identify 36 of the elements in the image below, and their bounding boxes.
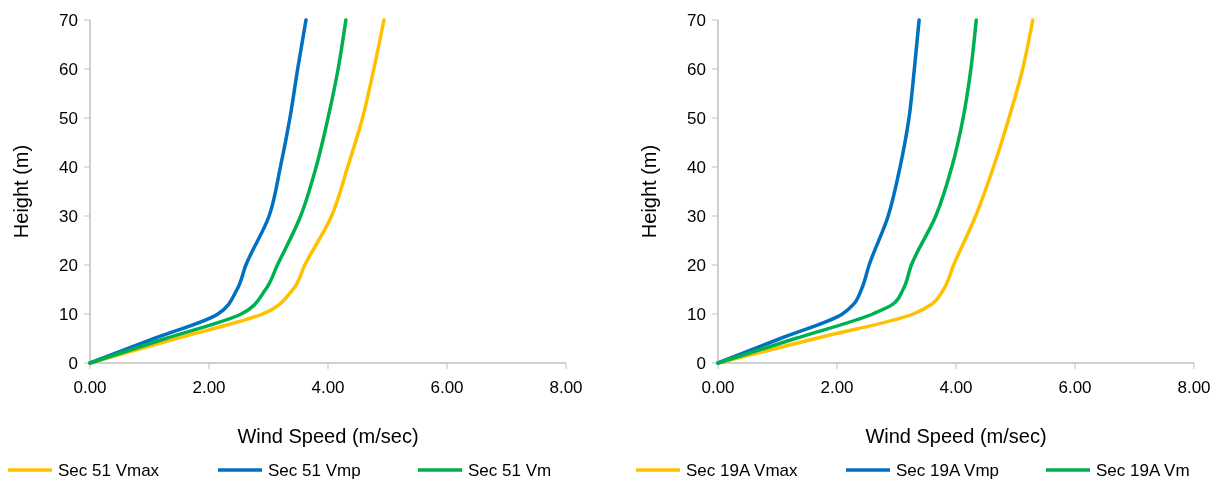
y-tick-label: 0 [696,354,706,373]
y-tick-label: 40 [687,158,706,177]
y-tick-label: 20 [59,256,78,275]
y-tick-label: 60 [687,60,706,79]
y-axis-title: Height (m) [10,144,32,239]
y-tick-label: 20 [687,256,706,275]
legend-label: Sec 51 Vm [468,461,552,480]
x-tick-label: 4.00 [311,378,345,397]
legend-label: Sec 19A Vmp [896,461,1000,480]
y-axis-title: Height (m) [638,144,660,239]
y-tick-label: 10 [687,305,706,324]
x-tick-label: 4.00 [939,378,973,397]
legend-label: Sec 19A Vm [1096,461,1190,480]
y-tick-label: 70 [687,11,706,30]
legend-label: Sec 19A Vmax [686,461,798,480]
x-tick-label: 8.00 [1177,378,1211,397]
x-tick-label: 6.00 [1058,378,1092,397]
y-tick-label: 50 [687,109,706,128]
x-tick-label: 0.00 [701,378,735,397]
y-tick-label: 30 [59,207,78,226]
legend-label: Sec 51 Vmp [268,461,361,480]
y-tick-label: 0 [68,354,78,373]
y-tick-label: 40 [59,158,78,177]
legend-label: Sec 51 Vmax [58,461,160,480]
x-tick-label: 2.00 [820,378,854,397]
y-tick-label: 50 [59,109,78,128]
y-tick-label: 70 [59,11,78,30]
y-tick-label: 60 [59,60,78,79]
y-tick-label: 30 [687,207,706,226]
x-axis-title: Wind Speed (m/sec) [865,425,1047,447]
x-tick-label: 2.00 [192,378,226,397]
x-tick-label: 6.00 [430,378,464,397]
x-axis-title: Wind Speed (m/sec) [237,425,419,447]
y-tick-label: 10 [59,305,78,324]
x-tick-label: 8.00 [549,378,583,397]
x-tick-label: 0.00 [73,378,107,397]
